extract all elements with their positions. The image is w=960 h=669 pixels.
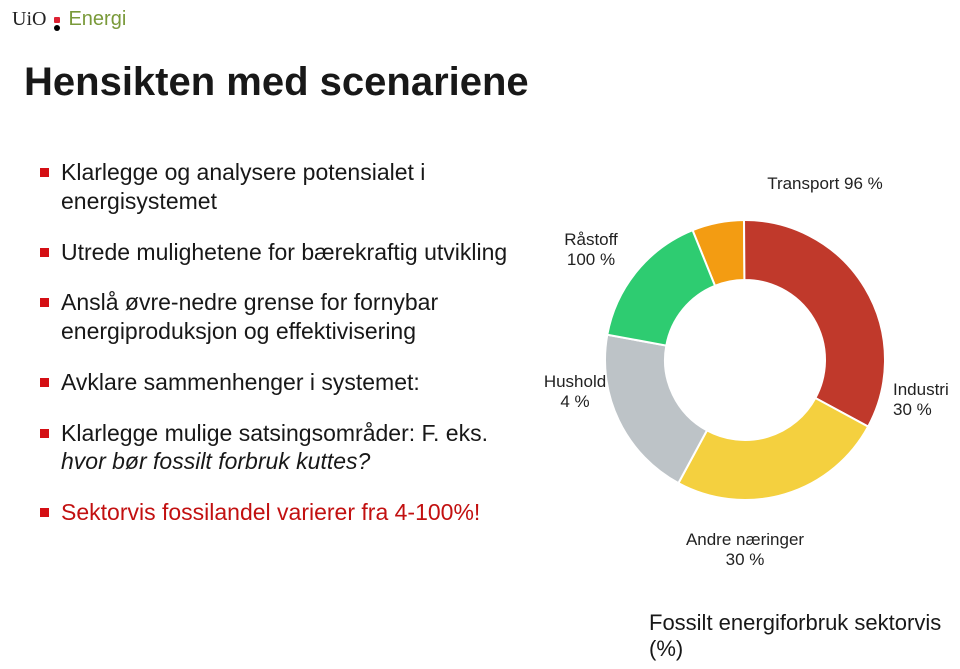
chart-label-text: Råstoff bbox=[551, 230, 631, 250]
bullet-icon bbox=[40, 378, 49, 387]
brand-dots-icon bbox=[54, 17, 60, 31]
brand-header: UiO Energi bbox=[12, 8, 126, 33]
bullet-icon bbox=[40, 168, 49, 177]
list-item: Utrede mulighetene for bærekraftig utvik… bbox=[40, 238, 510, 267]
list-item: Sektorvis fossilandel varierer fra 4-100… bbox=[40, 498, 510, 527]
chart-label-andre: Andre næringer 30 % bbox=[675, 530, 815, 571]
donut-chart bbox=[605, 220, 885, 500]
donut-slice-industri bbox=[678, 398, 868, 500]
donut-slice-transport bbox=[744, 220, 885, 427]
chart-label-value: 30 % bbox=[893, 400, 960, 420]
bullet-text: Utrede mulighetene for bærekraftig utvik… bbox=[61, 238, 507, 267]
bullet-icon bbox=[40, 429, 49, 438]
chart-label-value: 100 % bbox=[551, 250, 631, 270]
uio-text: UiO bbox=[12, 8, 46, 31]
bullet-text-italic: hvor bør fossilt forbruk kuttes? bbox=[61, 448, 370, 474]
bullet-text: Avklare sammenhenger i systemet: bbox=[61, 368, 420, 397]
bullet-icon bbox=[40, 508, 49, 517]
chart-label-text: Industri bbox=[893, 380, 960, 400]
chart-label-value: 4 % bbox=[535, 392, 615, 412]
list-item: Klarlegge og analysere potensialet i ene… bbox=[40, 158, 510, 216]
chart-caption: Fossilt energiforbruk sektorvis (%) bbox=[649, 610, 955, 662]
bullet-text: Anslå øvre-nedre grense for fornybar ene… bbox=[61, 288, 510, 346]
chart-label-text: Hushold bbox=[535, 372, 615, 392]
bullet-text: Klarlegge og analysere potensialet i ene… bbox=[61, 158, 510, 216]
energi-text: Energi bbox=[68, 8, 126, 31]
page-title: Hensikten med scenariene bbox=[24, 60, 529, 105]
list-item: Anslå øvre-nedre grense for fornybar ene… bbox=[40, 288, 510, 346]
chart-label-text: Andre næringer bbox=[675, 530, 815, 550]
chart-label-industri: Industri 30 % bbox=[893, 380, 960, 421]
chart-label-hushold: Hushold 4 % bbox=[535, 372, 615, 413]
bullet-text-red: Sektorvis fossilandel varierer fra 4-100… bbox=[61, 498, 480, 527]
chart-label-value: 30 % bbox=[675, 550, 815, 570]
donut-chart-region: Transport 96 % Råstoff 100 % Hushold 4 %… bbox=[535, 170, 955, 590]
bullet-text: Klarlegge mulige satsingsområder: F. eks… bbox=[61, 419, 510, 477]
list-item: Avklare sammenhenger i systemet: bbox=[40, 368, 510, 397]
chart-label-value: 96 % bbox=[844, 174, 883, 193]
chart-label-rastoff: Råstoff 100 % bbox=[551, 230, 631, 271]
bullet-list: Klarlegge og analysere potensialet i ene… bbox=[40, 158, 510, 549]
bullet-icon bbox=[40, 298, 49, 307]
bullet-icon bbox=[40, 248, 49, 257]
bullet-text-prefix: Klarlegge mulige satsingsområder: F. eks… bbox=[61, 420, 488, 446]
list-item: Klarlegge mulige satsingsområder: F. eks… bbox=[40, 419, 510, 477]
chart-label-transport: Transport 96 % bbox=[755, 174, 895, 194]
chart-label-text: Transport bbox=[767, 174, 839, 193]
